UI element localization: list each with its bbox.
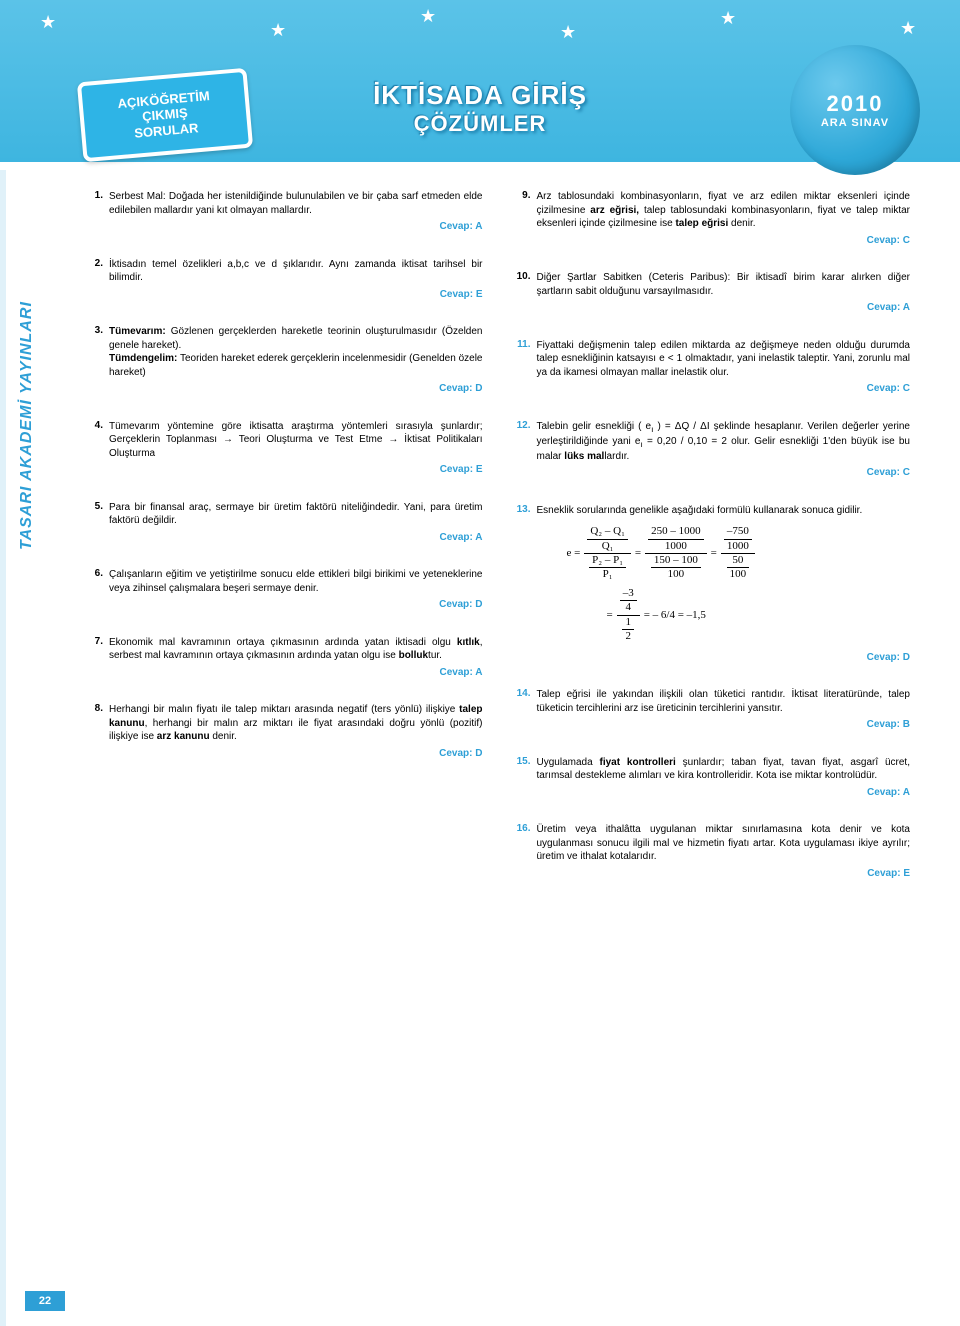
header-band: ★ ★ ★ ★ ★ ★ AÇIKÖĞRETİM ÇIKMIŞ SORULAR İ… (0, 0, 960, 170)
answer-label: Cevap: D (109, 598, 483, 612)
question-body: Çalışanların eğitim ve yetiştirilme sonu… (109, 568, 483, 612)
question-number: 16. (513, 823, 531, 880)
question-block: 1.Serbest Mal: Doğada her istenildiğinde… (85, 190, 483, 234)
elasticity-formula: e = Q₂ – Q₁Q₁P₂ – P₁P₁ = 250 – 100010001… (567, 525, 911, 643)
star-icon: ★ (40, 12, 56, 33)
answer-label: Cevap: A (109, 220, 483, 234)
star-icon: ★ (720, 8, 736, 29)
answer-label: Cevap: D (109, 382, 483, 396)
question-block: 8.Herhangi bir malın fiyatı ile talep mi… (85, 703, 483, 760)
question-text: Arz tablosundaki kombinasyonların, fiyat… (537, 190, 911, 231)
content-area: 1.Serbest Mal: Doğada her istenildiğinde… (0, 170, 960, 924)
question-text: Diğer Şartlar Sabitken (Ceteris Paribus)… (537, 271, 911, 298)
question-block: 6.Çalışanların eğitim ve yetiştirilme so… (85, 568, 483, 612)
question-text: Çalışanların eğitim ve yetiştirilme sonu… (109, 568, 483, 595)
question-text: İktisadın temel özelikleri a,b,c ve d şı… (109, 258, 483, 285)
answer-label: Cevap: A (109, 666, 483, 680)
question-block: 11. Fiyattaki değişmenin talep edilen mik… (513, 339, 911, 396)
question-body: Tümevarım: Gözlenen gerçeklerden hareket… (109, 325, 483, 396)
question-block: 7.Ekonomik mal kavramının ortaya çıkması… (85, 636, 483, 680)
question-block: 13. Esneklik sorularında genelikle aşağıd… (513, 504, 911, 665)
question-body: Ekonomik mal kavramının ortaya çıkmasını… (109, 636, 483, 680)
question-number: 9. (513, 190, 531, 247)
question-text: Tümevarım yöntemine göre iktisatta araşt… (109, 420, 483, 461)
question-block: 3.Tümevarım: Gözlenen gerçeklerden harek… (85, 325, 483, 396)
title-line1: İKTİSADA GİRİŞ (373, 80, 587, 111)
question-text: Esneklik sorularında genelikle aşağıdaki… (537, 504, 911, 518)
question-text: Tümevarım: Gözlenen gerçeklerden hareket… (109, 325, 483, 379)
question-body: İktisadın temel özelikleri a,b,c ve d şı… (109, 258, 483, 302)
question-number: 11. (513, 339, 531, 396)
star-icon: ★ (420, 6, 436, 27)
question-body: Arz tablosundaki kombinasyonların, fiyat… (537, 190, 911, 247)
answer-label: Cevap: A (537, 301, 911, 315)
question-block: 14. Talep eğrisi ile yakından ilişkili ol… (513, 688, 911, 732)
question-block: 16. Üretim veya ithalâtta uygulanan mikta… (513, 823, 911, 880)
question-body: Serbest Mal: Doğada her istenildiğinde b… (109, 190, 483, 234)
question-text: Herhangi bir malın fiyatı ile talep mikt… (109, 703, 483, 744)
question-number: 3. (85, 325, 103, 396)
question-number: 12. (513, 420, 531, 480)
question-text: Talep eğrisi ile yakından ilişkili olan … (537, 688, 911, 715)
answer-label: Cevap: A (537, 786, 911, 800)
question-block: 12. Talebin gelir esnekliği ( eı ) = ΔQ /… (513, 420, 911, 480)
answer-label: Cevap: E (109, 463, 483, 477)
star-icon: ★ (270, 20, 286, 41)
year-text: 2010 (827, 91, 884, 117)
question-text: Üretim veya ithalâtta uygulanan miktar s… (537, 823, 911, 864)
question-block: 10. Diğer Şartlar Sabitken (Ceteris Parib… (513, 271, 911, 315)
question-body: Üretim veya ithalâtta uygulanan miktar s… (537, 823, 911, 880)
question-text: Ekonomik mal kavramının ortaya çıkmasını… (109, 636, 483, 663)
year-badge: 2010 ARA SINAV (790, 45, 920, 175)
question-number: 2. (85, 258, 103, 302)
answer-label: Cevap: E (109, 288, 483, 302)
question-text: Talebin gelir esnekliği ( eı ) = ΔQ / ΔI… (537, 420, 911, 464)
question-block: 15. Uygulamada fiyat kontrolleri şunlardı… (513, 756, 911, 800)
question-number: 15. (513, 756, 531, 800)
answer-label: Cevap: C (537, 466, 911, 480)
question-number: 5. (85, 501, 103, 545)
question-number: 7. (85, 636, 103, 680)
question-number: 14. (513, 688, 531, 732)
page-title: İKTİSADA GİRİŞ ÇÖZÜMLER (373, 80, 587, 137)
question-text: Para bir finansal araç, sermaye bir üret… (109, 501, 483, 528)
question-block: 9.Arz tablosundaki kombinasyonların, fiy… (513, 190, 911, 247)
question-body: Esneklik sorularında genelikle aşağıdaki… (537, 504, 911, 665)
question-number: 4. (85, 420, 103, 477)
question-number: 8. (85, 703, 103, 760)
question-block: 2.İktisadın temel özelikleri a,b,c ve d … (85, 258, 483, 302)
question-number: 6. (85, 568, 103, 612)
title-line2: ÇÖZÜMLER (373, 111, 587, 137)
question-body: Diğer Şartlar Sabitken (Ceteris Paribus)… (537, 271, 911, 315)
answer-label: Cevap: C (537, 382, 911, 396)
question-text: Uygulamada fiyat kontrolleri şunlardır; … (537, 756, 911, 783)
exam-text: ARA SINAV (821, 117, 889, 129)
answer-label: Cevap: C (537, 234, 911, 248)
star-icon: ★ (560, 22, 576, 43)
question-text: Serbest Mal: Doğada her istenildiğinde b… (109, 190, 483, 217)
question-body: Para bir finansal araç, sermaye bir üret… (109, 501, 483, 545)
question-body: Uygulamada fiyat kontrolleri şunlardır; … (537, 756, 911, 800)
star-icon: ★ (900, 18, 916, 39)
question-body: Talep eğrisi ile yakından ilişkili olan … (537, 688, 911, 732)
answer-label: Cevap: D (537, 651, 911, 665)
right-column: 9.Arz tablosundaki kombinasyonların, fiy… (513, 190, 911, 904)
question-number: 1. (85, 190, 103, 234)
left-column: 1.Serbest Mal: Doğada her istenildiğinde… (85, 190, 483, 904)
answer-label: Cevap: D (109, 747, 483, 761)
question-text: Fiyattaki değişmenin talep edilen miktar… (537, 339, 911, 380)
question-body: Tümevarım yöntemine göre iktisatta araşt… (109, 420, 483, 477)
question-number: 13. (513, 504, 531, 665)
question-body: Talebin gelir esnekliği ( eı ) = ΔQ / ΔI… (537, 420, 911, 480)
page-number: 22 (25, 1291, 65, 1311)
answer-label: Cevap: A (109, 531, 483, 545)
question-block: 4.Tümevarım yöntemine göre iktisatta ara… (85, 420, 483, 477)
answer-label: Cevap: E (537, 867, 911, 881)
answer-label: Cevap: B (537, 718, 911, 732)
sign-board: AÇIKÖĞRETİM ÇIKMIŞ SORULAR (77, 68, 253, 163)
question-body: Fiyattaki değişmenin talep edilen miktar… (537, 339, 911, 396)
question-block: 5.Para bir finansal araç, sermaye bir ür… (85, 501, 483, 545)
question-number: 10. (513, 271, 531, 315)
question-body: Herhangi bir malın fiyatı ile talep mikt… (109, 703, 483, 760)
